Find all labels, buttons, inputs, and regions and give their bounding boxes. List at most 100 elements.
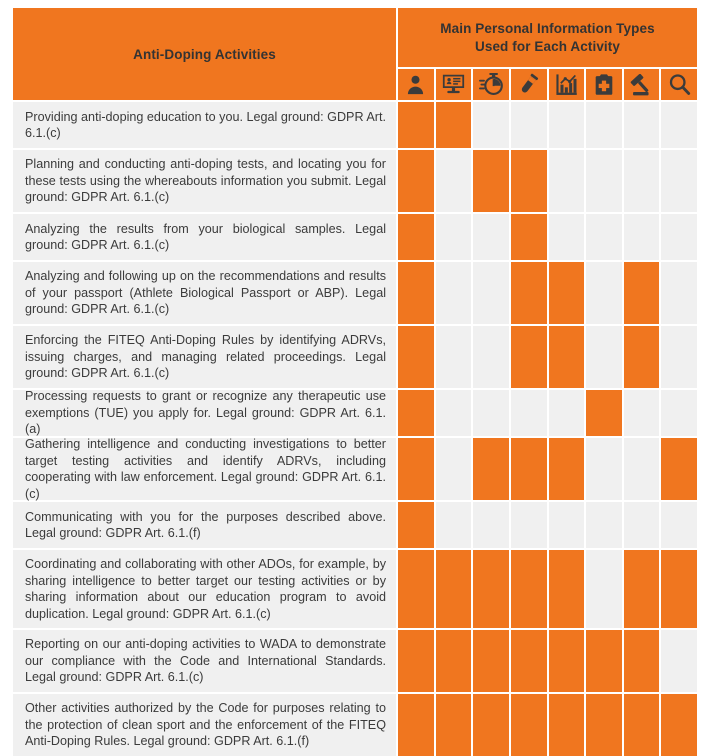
column-header-results-management bbox=[623, 69, 660, 100]
activity-description: Reporting on our anti-doping activities … bbox=[13, 630, 396, 692]
mark-cell bbox=[435, 390, 472, 436]
mark-cell bbox=[510, 326, 547, 388]
table-header: Anti-Doping Activities Main Personal Inf… bbox=[13, 8, 697, 100]
mark-cell bbox=[473, 630, 509, 692]
mark-cell bbox=[435, 326, 472, 388]
activity-description: Gathering intelligence and conducting in… bbox=[13, 437, 396, 501]
column-header-online-record bbox=[435, 69, 472, 100]
mark-cell bbox=[510, 390, 547, 436]
table-row: Gathering intelligence and conducting in… bbox=[13, 437, 697, 501]
mark-cell bbox=[586, 502, 622, 548]
activity-description: Processing requests to grant or recogniz… bbox=[13, 389, 396, 436]
mark-cell bbox=[510, 214, 547, 260]
mark-cell bbox=[473, 150, 509, 212]
mark-cell bbox=[661, 694, 697, 756]
mark-cell bbox=[623, 150, 660, 212]
mark-cell bbox=[510, 438, 547, 500]
mark-cells bbox=[398, 390, 697, 436]
mark-cell bbox=[623, 502, 660, 548]
mark-cell bbox=[398, 550, 434, 628]
medical-clipboard-icon bbox=[594, 73, 614, 96]
mark-cell bbox=[435, 214, 472, 260]
mark-cell bbox=[473, 326, 509, 388]
mark-cell bbox=[586, 550, 622, 628]
mark-cells bbox=[398, 262, 697, 324]
mark-cell bbox=[398, 326, 434, 388]
mark-cell bbox=[586, 102, 622, 148]
mark-cell bbox=[510, 102, 547, 148]
mark-cell bbox=[435, 150, 472, 212]
mark-cell bbox=[548, 262, 585, 324]
mark-cell bbox=[623, 262, 660, 324]
mark-cell bbox=[398, 502, 434, 548]
magnifier-icon bbox=[668, 73, 691, 96]
mark-cell bbox=[398, 214, 434, 260]
mark-cell bbox=[661, 150, 697, 212]
mark-cells bbox=[398, 214, 697, 260]
mark-cell bbox=[661, 390, 697, 436]
table-body: Providing anti-doping education to you. … bbox=[13, 102, 697, 756]
mark-cell bbox=[435, 694, 472, 756]
header-cell-info-types: Main Personal Information Types Used for… bbox=[398, 8, 697, 100]
mark-cell bbox=[510, 150, 547, 212]
header-info-types-line1: Main Personal Information Types bbox=[440, 21, 655, 37]
mark-cell bbox=[435, 502, 472, 548]
mark-cell bbox=[661, 262, 697, 324]
column-header-investigations bbox=[661, 69, 697, 100]
activity-description: Analyzing and following up on the recomm… bbox=[13, 262, 396, 324]
mark-cell bbox=[510, 262, 547, 324]
mark-cell bbox=[661, 550, 697, 628]
mark-cell bbox=[473, 694, 509, 756]
mark-cells bbox=[398, 550, 697, 628]
mark-cell bbox=[548, 550, 585, 628]
mark-cell bbox=[473, 102, 509, 148]
mark-cell bbox=[623, 438, 660, 500]
mark-cell bbox=[435, 102, 472, 148]
table-row: Reporting on our anti-doping activities … bbox=[13, 630, 697, 692]
mark-cells bbox=[398, 502, 697, 548]
mark-cell bbox=[510, 694, 547, 756]
stopwatch-icon bbox=[479, 73, 503, 96]
anti-doping-activities-table-page: Anti-Doping Activities Main Personal Inf… bbox=[13, 8, 697, 756]
mark-cell bbox=[586, 262, 622, 324]
mark-cell bbox=[398, 694, 434, 756]
table-row: Planning and conducting anti-doping test… bbox=[13, 150, 697, 212]
activity-description: Planning and conducting anti-doping test… bbox=[13, 150, 396, 212]
mark-cell bbox=[510, 502, 547, 548]
mark-cell bbox=[586, 630, 622, 692]
mark-cell bbox=[623, 390, 660, 436]
mark-cell bbox=[398, 262, 434, 324]
mark-cell bbox=[548, 438, 585, 500]
header-info-types-text: Main Personal Information Types Used for… bbox=[440, 20, 654, 55]
header-info-types-line2: Used for Each Activity bbox=[474, 38, 620, 54]
activity-description: Providing anti-doping education to you. … bbox=[13, 102, 396, 148]
table-row: Analyzing and following up on the recomm… bbox=[13, 262, 697, 324]
mark-cell bbox=[548, 214, 585, 260]
mark-cell bbox=[661, 630, 697, 692]
mark-cells bbox=[398, 438, 697, 500]
header-info-types-title: Main Personal Information Types Used for… bbox=[398, 8, 697, 67]
mark-cell bbox=[623, 694, 660, 756]
mark-cell bbox=[473, 262, 509, 324]
mark-cell bbox=[586, 694, 622, 756]
mark-cell bbox=[398, 390, 434, 436]
mark-cell bbox=[661, 102, 697, 148]
monitor-id-card-icon bbox=[442, 73, 465, 96]
activity-description: Other activities authorized by the Code … bbox=[13, 694, 396, 756]
test-tube-icon bbox=[517, 73, 540, 96]
mark-cell bbox=[435, 550, 472, 628]
mark-cells bbox=[398, 150, 697, 212]
mark-cell bbox=[586, 326, 622, 388]
page-title: Anti-Doping Activities bbox=[133, 46, 276, 62]
activity-description: Communicating with you for the purposes … bbox=[13, 502, 396, 548]
mark-cell bbox=[398, 630, 434, 692]
mark-cell bbox=[398, 438, 434, 500]
mark-cell bbox=[623, 326, 660, 388]
table-row: Providing anti-doping education to you. … bbox=[13, 102, 697, 148]
column-header-person bbox=[398, 69, 434, 100]
column-header-sample bbox=[510, 69, 547, 100]
mark-cell bbox=[435, 262, 472, 324]
mark-cell bbox=[435, 438, 472, 500]
mark-cell bbox=[623, 214, 660, 260]
mark-cell bbox=[586, 214, 622, 260]
